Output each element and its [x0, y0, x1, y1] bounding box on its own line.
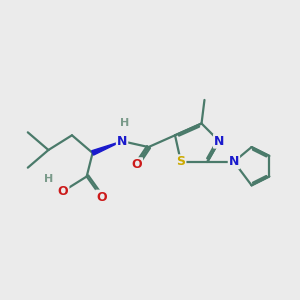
Text: S: S — [176, 155, 185, 168]
Text: H: H — [44, 174, 53, 184]
Text: O: O — [131, 158, 142, 171]
Text: N: N — [214, 135, 224, 148]
Text: N: N — [117, 135, 127, 148]
Text: O: O — [58, 185, 68, 198]
Text: H: H — [120, 118, 130, 128]
Text: N: N — [229, 155, 239, 168]
Text: O: O — [96, 190, 107, 204]
Polygon shape — [92, 141, 122, 155]
